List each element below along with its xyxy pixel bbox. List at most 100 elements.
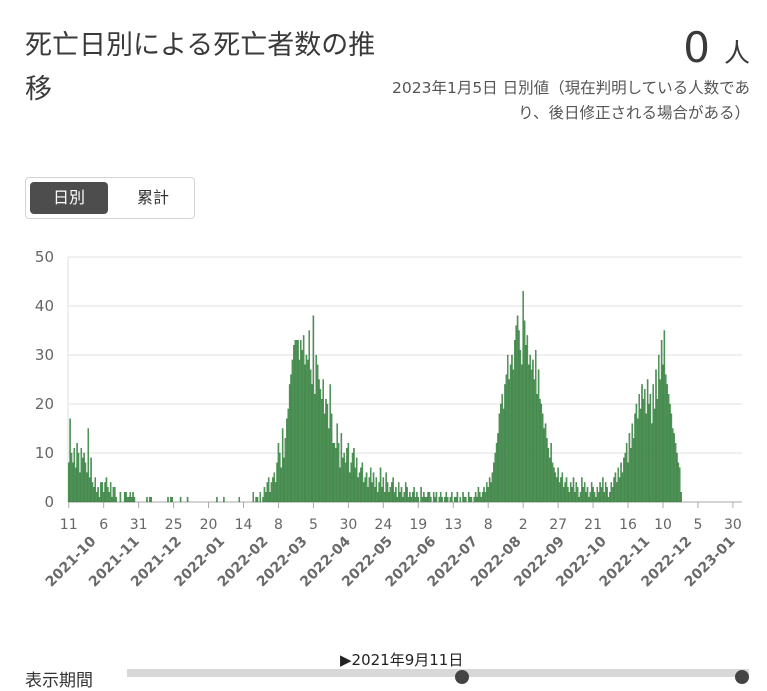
period-slider-start-handle[interactable] (455, 670, 469, 684)
data-bar (339, 467, 341, 503)
data-bar (498, 413, 501, 503)
data-bar (302, 335, 305, 503)
data-bar (592, 487, 594, 503)
data-bar (381, 487, 383, 503)
data-bar (130, 496, 133, 503)
data-bar (69, 418, 71, 503)
data-bar (403, 492, 406, 503)
data-bar (667, 394, 670, 503)
data-bar (280, 467, 282, 503)
y-tick-label: 20 (35, 395, 54, 413)
data-bar (488, 477, 491, 503)
data-bar (336, 423, 338, 503)
y-tick-label: 0 (44, 493, 54, 511)
data-bar (346, 447, 348, 503)
data-bar (389, 487, 392, 503)
data-bar (321, 398, 323, 503)
x-day-tick-label: 24 (374, 517, 392, 533)
x-day-tick-label: 25 (165, 517, 183, 533)
data-bar (620, 462, 622, 503)
data-bar (290, 374, 292, 503)
data-bar (557, 467, 559, 503)
data-bar (462, 492, 464, 503)
data-bar (353, 447, 355, 503)
data-bar (449, 496, 452, 503)
data-bar (532, 359, 534, 503)
data-bar (423, 492, 425, 503)
data-bar (540, 403, 543, 503)
data-bar (307, 359, 309, 503)
data-bar (627, 462, 629, 503)
data-bar (631, 423, 633, 503)
data-bar (354, 467, 357, 503)
period-slider-track[interactable] (127, 669, 749, 677)
data-bar (491, 472, 494, 503)
data-bar (323, 413, 326, 503)
data-bar (350, 462, 352, 503)
data-bar (529, 354, 531, 503)
x-day-tick-label: 14 (235, 517, 253, 533)
x-day-tick-label: 2 (519, 517, 528, 533)
data-bar (86, 472, 88, 503)
data-bar (487, 487, 489, 503)
data-bar (568, 492, 571, 503)
data-bar (314, 394, 316, 503)
data-bar (583, 482, 586, 503)
data-bar (93, 487, 95, 503)
data-bar (390, 482, 393, 503)
data-bar (465, 496, 467, 503)
data-bar (238, 496, 241, 503)
data-bar (651, 423, 653, 503)
data-bar (444, 496, 446, 503)
data-bar (399, 492, 401, 503)
data-bar (167, 496, 169, 503)
data-bar (679, 467, 681, 503)
x-day-tick-label: 20 (200, 517, 218, 533)
data-bar (305, 354, 308, 503)
data-bar (428, 492, 431, 503)
data-bar (473, 496, 475, 503)
data-bar (150, 496, 152, 503)
data-bar (639, 408, 642, 503)
y-tick-label: 40 (35, 297, 54, 315)
data-bar (388, 492, 390, 503)
data-bar (467, 492, 470, 503)
data-bar (507, 354, 509, 503)
data-bar (656, 398, 659, 503)
data-bar (525, 345, 527, 503)
data-bar (456, 492, 459, 503)
data-bar (421, 496, 424, 503)
chart-title: 死亡日別による死亡者数の推移 (25, 30, 376, 105)
data-bar (316, 364, 319, 503)
daily-toggle-button[interactable]: 日別 (30, 182, 108, 214)
data-bar (266, 482, 269, 503)
data-bar (663, 330, 666, 503)
data-bar (325, 398, 327, 503)
data-bar (553, 467, 555, 503)
data-bar (512, 369, 515, 503)
data-bar (677, 462, 680, 503)
data-bar (501, 394, 503, 503)
data-bar (474, 492, 477, 503)
data-bar (469, 496, 471, 503)
data-bar (84, 462, 87, 503)
data-bar (606, 487, 608, 503)
y-tick-label: 10 (35, 444, 54, 462)
cumulative-toggle-button[interactable]: 累計 (136, 188, 169, 207)
data-bar (332, 443, 334, 503)
period-slider-end-handle[interactable] (735, 670, 749, 684)
data-bar (519, 349, 522, 503)
data-bar (378, 482, 380, 503)
data-bar (259, 492, 262, 503)
data-bar (623, 457, 625, 503)
data-bar (125, 492, 127, 503)
data-bar (459, 496, 461, 503)
data-bar (439, 492, 442, 503)
data-bar (119, 492, 122, 503)
data-bar (526, 335, 529, 503)
data-bar (73, 447, 76, 503)
data-bar (276, 462, 278, 503)
data-bar (613, 477, 615, 503)
data-bar (646, 379, 649, 503)
data-bar (255, 496, 257, 503)
